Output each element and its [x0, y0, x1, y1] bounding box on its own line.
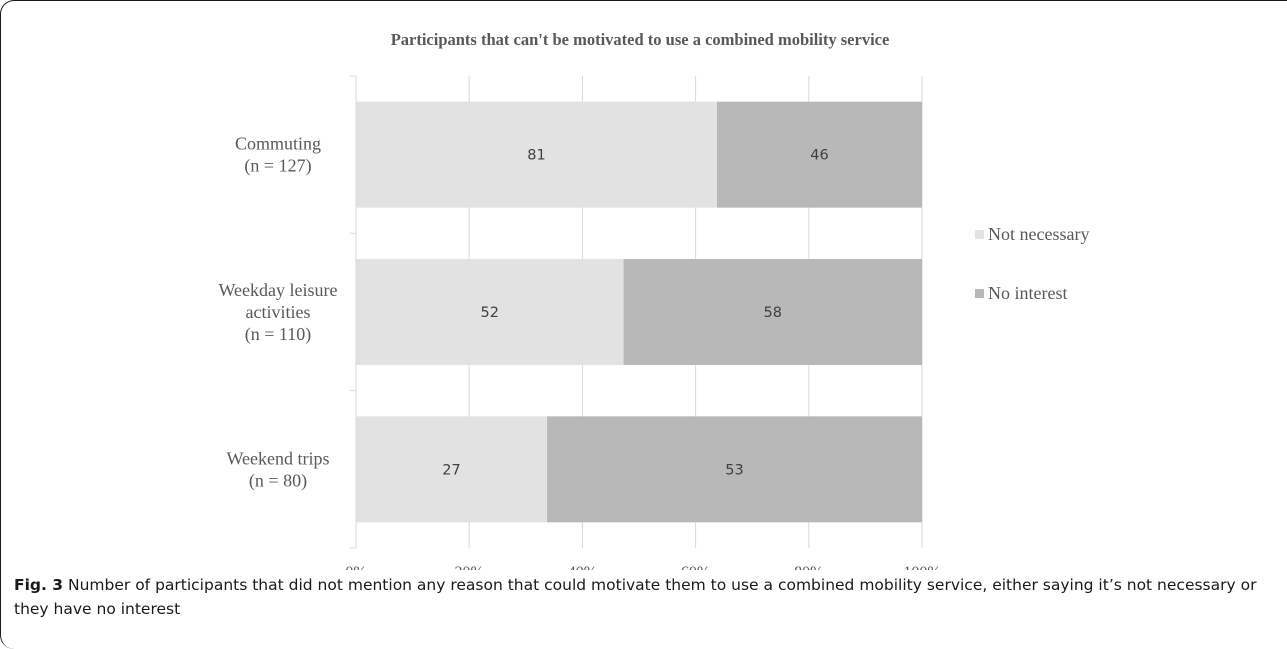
data-label: 58	[764, 305, 782, 321]
data-label: 46	[810, 148, 828, 164]
x-tick-label: 80%	[794, 564, 823, 570]
legend-swatch	[975, 230, 984, 239]
y-axis: Commuting(n = 127) Weekday leisureactivit…	[219, 75, 357, 549]
category-label: (n = 80)	[249, 470, 307, 491]
legend-label: Not necessary	[988, 224, 1089, 244]
category-label: (n = 110)	[245, 324, 311, 345]
legend-swatch	[975, 289, 984, 298]
caption-label: Fig. 3	[14, 576, 64, 594]
data-label: 53	[725, 462, 743, 478]
bar-segment	[356, 101, 717, 208]
x-axis: 0% 20% 40% 60% 80% 100%	[345, 564, 940, 570]
stacked-bar-chart: Participants that can't be motivated to …	[219, 30, 1090, 570]
x-tick-label: 100%	[903, 564, 940, 570]
x-tick-label: 0%	[345, 564, 366, 570]
bar-segment	[356, 259, 624, 365]
data-label: 52	[481, 305, 499, 321]
figure-caption: Fig. 3 Number of participants that did n…	[14, 573, 1276, 621]
category-label: Commuting	[235, 134, 321, 154]
category-label: (n = 127)	[244, 156, 311, 177]
bars: 81 46 52 58 27 53	[356, 101, 922, 523]
data-label: 27	[442, 462, 460, 478]
category-label: activities	[246, 302, 311, 322]
bar-segment	[356, 416, 548, 523]
x-tick-label: 60%	[681, 564, 710, 570]
legend-label: No interest	[988, 283, 1067, 303]
x-tick-label: 40%	[568, 564, 597, 570]
category-label: Weekend trips	[226, 448, 329, 468]
legend: Not necessary No interest	[975, 224, 1089, 303]
chart-title: Participants that can't be motivated to …	[391, 30, 890, 49]
caption-text: Number of participants that did not ment…	[14, 576, 1257, 618]
category-label: Weekday leisure	[219, 280, 338, 300]
bar-segment	[716, 101, 922, 208]
x-tick-label: 20%	[455, 564, 484, 570]
bar-segment	[623, 259, 922, 365]
data-label: 81	[527, 148, 545, 164]
bar-segment	[547, 416, 922, 523]
